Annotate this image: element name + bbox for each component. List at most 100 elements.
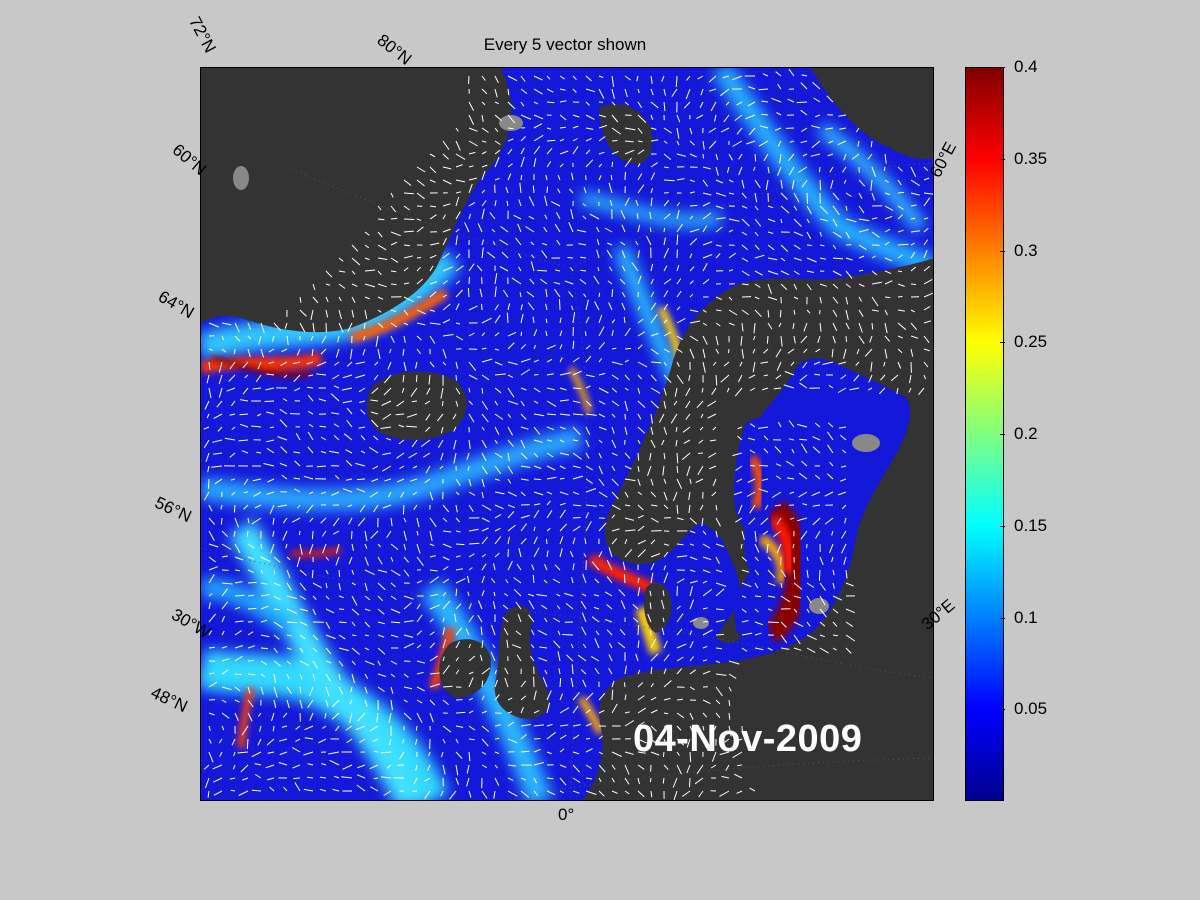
current-vector xyxy=(277,436,288,441)
current-vector xyxy=(282,530,288,541)
current-vector xyxy=(777,421,782,428)
current-vector xyxy=(351,608,360,616)
current-vector xyxy=(871,166,876,177)
current-vector xyxy=(481,164,488,168)
current-vector xyxy=(724,738,730,743)
current-vector xyxy=(356,478,366,481)
current-vector xyxy=(416,309,426,315)
current-vector xyxy=(583,187,587,194)
current-vector xyxy=(777,83,782,90)
current-vector xyxy=(364,686,368,694)
current-vector xyxy=(702,263,708,272)
current-vector xyxy=(252,387,262,390)
current-vector xyxy=(759,464,769,467)
current-vector xyxy=(559,399,569,402)
current-vector xyxy=(530,241,535,246)
current-vector xyxy=(712,426,717,431)
current-vector xyxy=(504,667,509,675)
current-vector xyxy=(273,699,277,709)
current-vector xyxy=(635,199,639,207)
current-vector xyxy=(247,569,254,573)
current-vector xyxy=(761,100,769,103)
current-vector xyxy=(382,452,392,456)
current-vector xyxy=(559,748,565,753)
current-vector xyxy=(403,309,409,316)
current-vector xyxy=(663,278,672,285)
current-vector xyxy=(541,250,548,259)
current-vector xyxy=(494,304,499,311)
current-vector xyxy=(732,140,743,147)
current-vector xyxy=(493,790,496,799)
current-vector xyxy=(800,335,808,344)
current-vector xyxy=(598,764,606,773)
current-vector xyxy=(247,607,257,610)
current-vector xyxy=(647,465,652,476)
current-vector xyxy=(637,413,642,420)
current-vector xyxy=(559,387,567,391)
current-vector xyxy=(520,387,527,391)
current-vector xyxy=(481,553,486,558)
current-vector xyxy=(754,179,761,189)
current-vector xyxy=(585,127,594,130)
current-vector xyxy=(243,478,249,486)
current-vector xyxy=(429,517,437,528)
current-vector xyxy=(728,192,735,195)
current-vector xyxy=(265,387,275,391)
current-vector xyxy=(468,710,474,714)
current-vector xyxy=(351,582,356,586)
current-vector xyxy=(203,491,210,501)
current-vector xyxy=(650,278,654,285)
current-vector xyxy=(878,387,886,395)
current-vector xyxy=(623,316,626,324)
current-vector xyxy=(559,509,566,519)
current-vector xyxy=(468,263,475,272)
current-vector xyxy=(455,127,459,132)
current-vector xyxy=(559,317,562,324)
current-vector xyxy=(442,319,451,324)
current-vector xyxy=(840,434,847,441)
current-vector xyxy=(533,426,541,435)
current-vector xyxy=(546,465,556,471)
current-vector xyxy=(624,504,631,507)
current-vector xyxy=(468,151,476,155)
current-vector xyxy=(364,660,375,666)
current-vector xyxy=(786,477,795,480)
current-vector xyxy=(663,88,666,96)
current-vector xyxy=(541,604,548,610)
current-vector xyxy=(923,249,928,259)
current-vector xyxy=(698,439,704,444)
current-vector xyxy=(520,313,524,324)
current-vector xyxy=(467,591,470,597)
current-vector xyxy=(291,746,301,753)
current-vector xyxy=(455,568,464,571)
current-vector xyxy=(832,582,835,589)
current-vector xyxy=(429,309,435,312)
current-vector xyxy=(637,504,644,511)
current-vector xyxy=(533,690,537,701)
current-vector xyxy=(637,361,648,368)
current-vector xyxy=(637,695,645,701)
current-vector xyxy=(377,647,386,655)
current-vector xyxy=(351,530,353,540)
current-vector xyxy=(806,647,816,654)
current-vector xyxy=(533,724,544,727)
current-vector xyxy=(299,595,306,600)
current-vector xyxy=(399,465,405,470)
current-vector xyxy=(585,723,592,727)
current-vector xyxy=(369,446,379,454)
current-vector xyxy=(442,166,452,170)
current-vector xyxy=(377,556,383,565)
current-vector xyxy=(260,582,268,585)
current-vector xyxy=(442,517,448,522)
current-vector xyxy=(455,253,461,259)
current-vector xyxy=(748,127,756,136)
current-vector xyxy=(715,348,720,354)
current-vector xyxy=(650,751,660,756)
current-vector xyxy=(564,592,574,597)
current-vector xyxy=(715,244,722,247)
current-vector xyxy=(507,491,518,497)
current-vector xyxy=(242,387,249,395)
current-vector xyxy=(390,608,401,614)
current-vector xyxy=(442,530,452,533)
current-vector xyxy=(263,463,275,467)
